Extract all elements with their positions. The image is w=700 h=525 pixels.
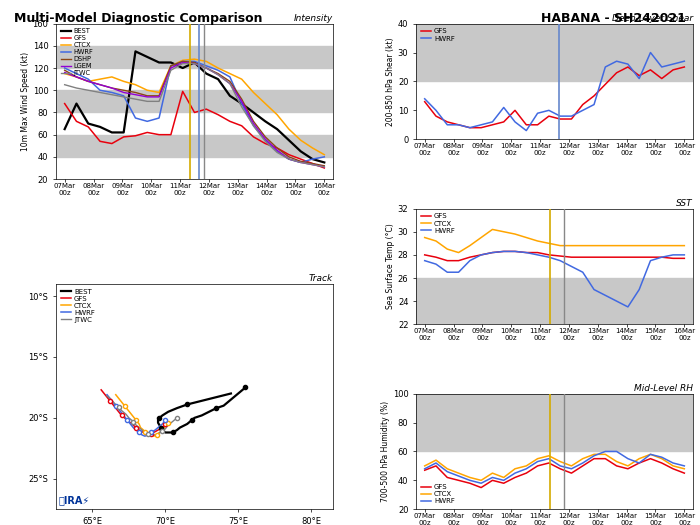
Bar	[416, 394, 693, 452]
Bar	[56, 46, 333, 68]
Text: Deep-Layer Shear: Deep-Layer Shear	[612, 14, 693, 23]
Text: HABANA - SH242021: HABANA - SH242021	[541, 12, 686, 25]
Bar	[416, 24, 693, 81]
Bar	[56, 90, 333, 112]
Text: Multi-Model Diagnostic Comparison: Multi-Model Diagnostic Comparison	[14, 12, 262, 25]
Text: ⒸIRA⚡: ⒸIRA⚡	[59, 495, 90, 505]
Legend: GFS, CTCX, HWRF: GFS, CTCX, HWRF	[419, 212, 456, 235]
Text: Mid-Level RH: Mid-Level RH	[634, 384, 693, 393]
Legend: BEST, GFS, CTCX, HWRF, JTWC: BEST, GFS, CTCX, HWRF, JTWC	[60, 287, 97, 324]
Y-axis label: 700-500 hPa Humidity (%): 700-500 hPa Humidity (%)	[381, 401, 390, 502]
Legend: GFS, CTCX, HWRF: GFS, CTCX, HWRF	[419, 483, 456, 506]
Text: Intensity: Intensity	[294, 14, 333, 23]
Text: SST: SST	[676, 199, 693, 208]
Bar	[416, 278, 693, 324]
Legend: BEST, GFS, CTCX, HWRF, DSHP, LGEM, JTWC: BEST, GFS, CTCX, HWRF, DSHP, LGEM, JTWC	[60, 27, 94, 78]
Bar	[56, 135, 333, 157]
Text: Track: Track	[309, 274, 333, 283]
Y-axis label: Sea Surface Temp (°C): Sea Surface Temp (°C)	[386, 224, 395, 309]
Y-axis label: 10m Max Wind Speed (kt): 10m Max Wind Speed (kt)	[21, 52, 29, 151]
Y-axis label: 200-850 hPa Shear (kt): 200-850 hPa Shear (kt)	[386, 37, 395, 126]
Legend: GFS, HWRF: GFS, HWRF	[419, 27, 456, 43]
